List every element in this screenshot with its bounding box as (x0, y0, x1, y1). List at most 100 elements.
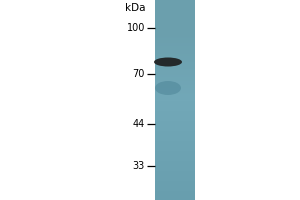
Bar (155, 164, 195, 166)
Bar (155, 79, 195, 80)
Bar (155, 45, 195, 46)
Bar (155, 9, 195, 10)
Bar (155, 71, 195, 72)
Bar (155, 50, 195, 51)
Bar (155, 20, 195, 21)
Bar (155, 161, 195, 162)
Bar (155, 126, 195, 128)
Bar (155, 172, 195, 173)
Bar (155, 127, 195, 129)
Text: 44: 44 (133, 119, 145, 129)
Bar (155, 81, 195, 82)
Bar (155, 3, 195, 4)
Bar (155, 197, 195, 198)
Bar (155, 17, 195, 19)
Bar (155, 55, 195, 56)
Bar (155, 58, 195, 60)
Bar (155, 189, 195, 190)
Bar (155, 173, 195, 174)
Bar (155, 70, 195, 72)
Bar (155, 69, 195, 71)
Bar (155, 48, 195, 49)
Bar (155, 166, 195, 168)
Bar (155, 120, 195, 121)
Bar (155, 23, 195, 24)
Bar (155, 62, 195, 64)
Bar (155, 11, 195, 12)
Bar (155, 136, 195, 138)
Bar (155, 1, 195, 2)
Bar (155, 90, 195, 92)
Bar (155, 78, 195, 79)
Bar (155, 46, 195, 47)
Bar (155, 131, 195, 132)
Bar (155, 151, 195, 152)
Bar (155, 142, 195, 144)
Ellipse shape (155, 81, 181, 95)
Bar (155, 110, 195, 112)
Bar (155, 85, 195, 86)
Bar (155, 186, 195, 188)
Bar (155, 36, 195, 38)
Bar (155, 144, 195, 146)
Bar (155, 192, 195, 194)
Bar (155, 174, 195, 176)
Bar (155, 193, 195, 194)
Bar (155, 33, 195, 34)
Bar (155, 14, 195, 16)
Bar (155, 153, 195, 154)
Bar (155, 116, 195, 117)
Bar (155, 111, 195, 112)
Bar (155, 121, 195, 122)
Bar (155, 4, 195, 5)
Bar (155, 92, 195, 94)
Bar (155, 60, 195, 62)
Bar (155, 59, 195, 60)
Bar (155, 7, 195, 8)
Bar (155, 159, 195, 160)
Bar (155, 22, 195, 23)
Bar (155, 106, 195, 108)
Bar (155, 15, 195, 17)
Bar (155, 170, 195, 171)
Bar (155, 156, 195, 158)
Bar (155, 123, 195, 124)
Bar (155, 27, 195, 28)
Bar (155, 43, 195, 45)
Bar (155, 138, 195, 140)
Bar (155, 73, 195, 74)
Bar (155, 96, 195, 98)
Bar (155, 83, 195, 84)
Bar (155, 163, 195, 164)
Bar (155, 140, 195, 142)
Bar (155, 53, 195, 54)
Bar (155, 6, 195, 7)
Bar (155, 195, 195, 196)
Bar (155, 54, 195, 55)
Bar (155, 169, 195, 170)
Bar (155, 137, 195, 138)
Bar (155, 146, 195, 148)
Bar (155, 141, 195, 142)
Bar (155, 181, 195, 182)
Bar (155, 49, 195, 50)
Bar (155, 102, 195, 104)
Bar (155, 150, 195, 152)
Bar (155, 139, 195, 140)
Bar (155, 107, 195, 108)
Bar (155, 182, 195, 184)
Bar (155, 16, 195, 18)
Bar (155, 162, 195, 164)
Bar (155, 118, 195, 119)
Text: 70: 70 (133, 69, 145, 79)
Bar (155, 130, 195, 132)
Bar (155, 89, 195, 90)
Bar (155, 98, 195, 99)
Bar (155, 134, 195, 136)
Bar (155, 95, 195, 97)
Bar (155, 61, 195, 62)
Bar (155, 113, 195, 114)
Bar (155, 41, 195, 43)
Bar (155, 115, 195, 116)
Bar (155, 128, 195, 130)
